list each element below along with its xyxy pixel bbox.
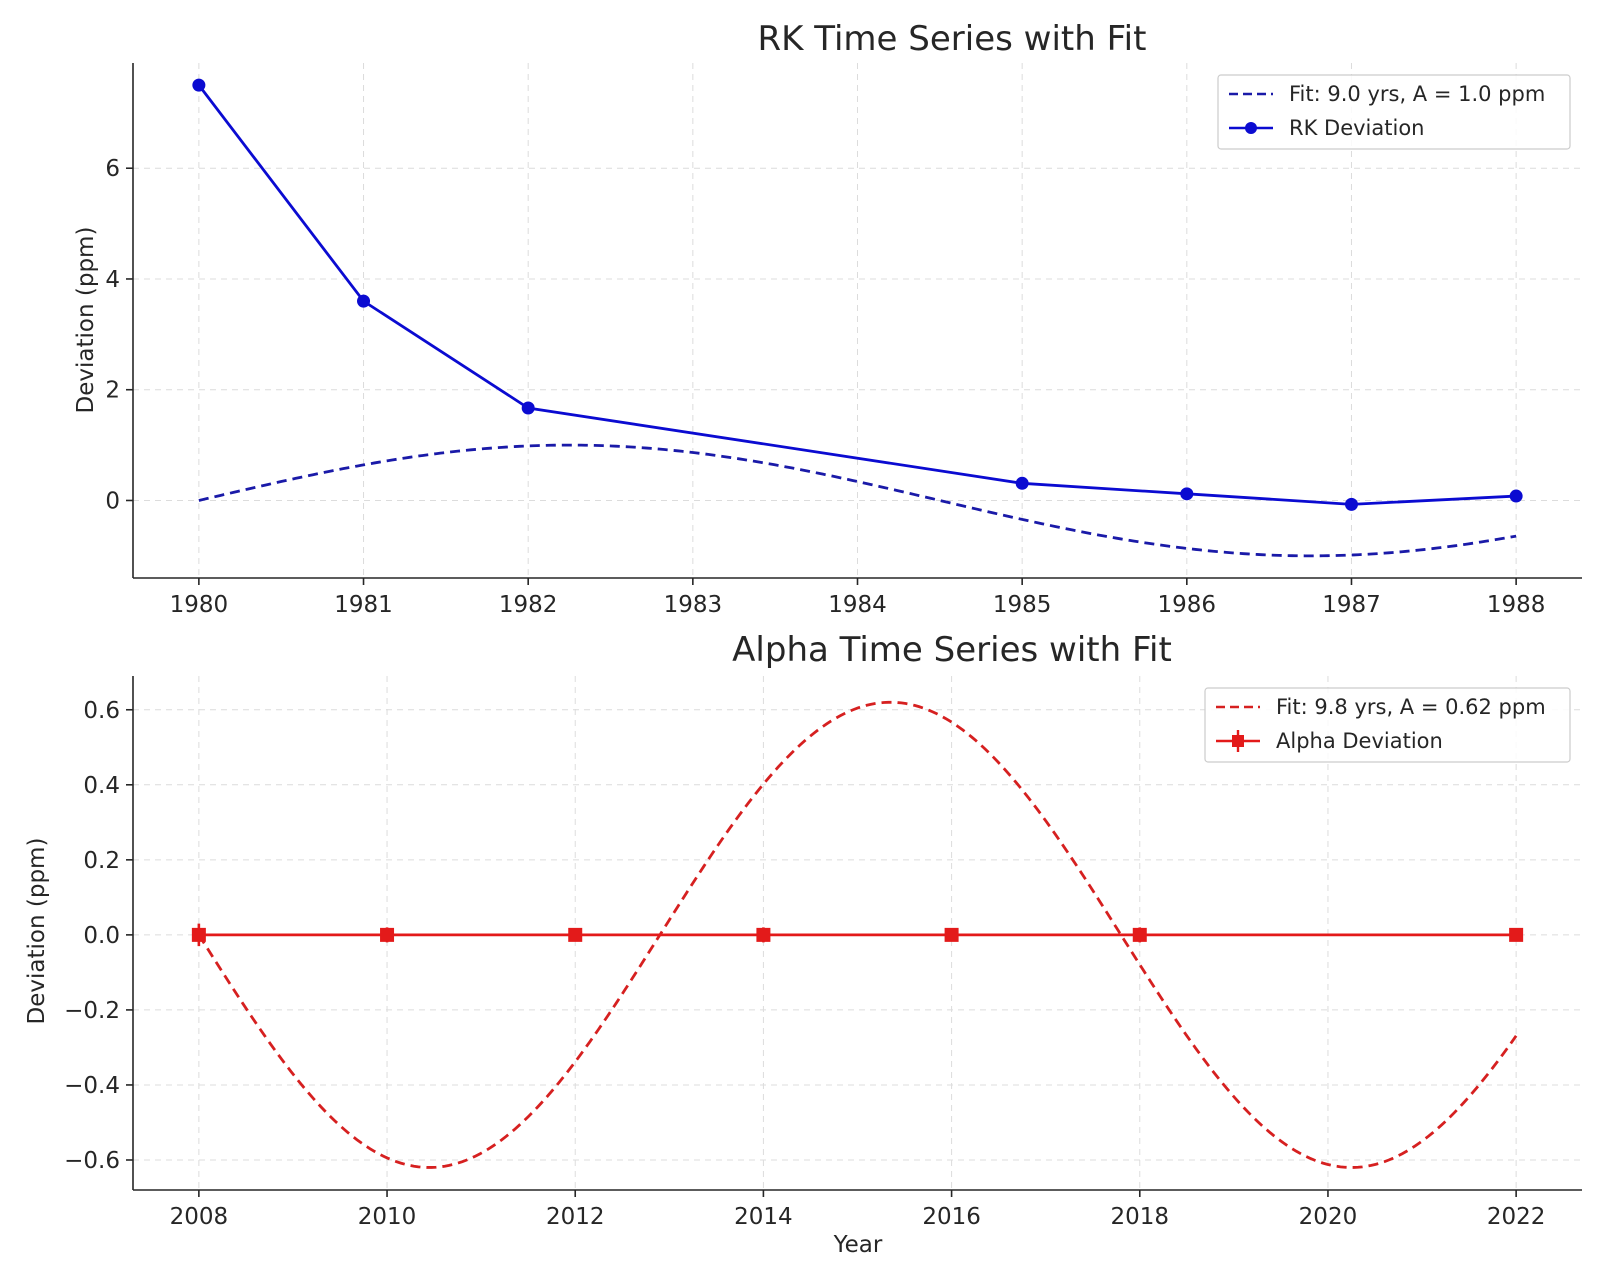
rk-y-tick-label: 6 (105, 156, 120, 182)
alpha-data-point (1509, 927, 1524, 942)
alpha-data-point (756, 927, 771, 942)
rk-x-tick-label: 1982 (499, 592, 558, 618)
alpha-y-tick-label: 0.2 (83, 848, 120, 874)
alpha-legend-fit-label: Fit: 9.8 yrs, A = 0.62 ppm (1276, 695, 1546, 719)
alpha-x-tick-label: 2020 (1299, 1204, 1358, 1230)
rk-data-point (192, 78, 206, 92)
rk-legend-data-marker (1245, 122, 1257, 134)
rk-y-tick-label: 2 (105, 378, 120, 404)
alpha-x-axis-label: Year (833, 1232, 883, 1258)
alpha-legend: Fit: 9.8 yrs, A = 0.62 ppm Alpha Deviati… (1204, 687, 1571, 763)
alpha-data-point (191, 927, 206, 942)
alpha-x-tick-label: 2012 (546, 1204, 605, 1230)
rk-data-point (1180, 487, 1194, 501)
alpha-data-point (568, 927, 583, 942)
rk-data-point (1509, 489, 1523, 503)
rk-axes: 1980 1981 1982 1983 1984 1985 1986 1987 1988 0 2 4 6 (105, 63, 1582, 618)
alpha-x-tick-label: 2018 (1110, 1204, 1169, 1230)
rk-x-tick-label: 1983 (664, 592, 723, 618)
rk-y-axis-label: Deviation (ppm) (73, 227, 99, 414)
rk-legend-data-label: RK Deviation (1289, 116, 1425, 140)
rk-x-tick-label: 1987 (1322, 592, 1381, 618)
rk-series (192, 78, 1523, 558)
rk-fit-curve (198, 443, 1517, 558)
alpha-x-tick-label: 2014 (734, 1204, 793, 1230)
alpha-y-tick-label: −0.4 (64, 1073, 120, 1099)
alpha-chart: 2008 2010 2012 2014 2016 2018 2020 2022 0.6 0.4 0.… (24, 630, 1582, 1258)
rk-x-tick-label: 1981 (334, 592, 393, 618)
rk-legend-fit-label: Fit: 9.0 yrs, A = 1.0 ppm (1289, 82, 1545, 106)
rk-chart-title: RK Time Series with Fit (758, 19, 1147, 59)
rk-chart: 1980 1981 1982 1983 1984 1985 1986 1987 1988 0 2 4 6… (73, 19, 1582, 618)
alpha-y-axis-label: Deviation (ppm) (24, 838, 50, 1025)
rk-data-point (1015, 476, 1029, 490)
alpha-y-tick-label: 0.0 (83, 923, 120, 949)
alpha-series (191, 700, 1524, 1169)
rk-data-point (521, 401, 535, 415)
alpha-legend-data-marker (1232, 735, 1244, 747)
alpha-y-tick-label: 0.6 (83, 698, 120, 724)
rk-x-tick-label: 1985 (993, 592, 1052, 618)
alpha-x-tick-label: 2016 (922, 1204, 981, 1230)
alpha-x-tick-label: 2022 (1487, 1204, 1546, 1230)
alpha-axes: 2008 2010 2012 2014 2016 2018 2020 2022 0.6 0.4 0.… (64, 676, 1582, 1230)
rk-x-tick-label: 1986 (1158, 592, 1217, 618)
rk-legend-box (1217, 74, 1571, 150)
rk-data-point (357, 294, 371, 308)
alpha-fit-curve (197, 700, 1518, 1169)
alpha-x-tick-label: 2010 (358, 1204, 417, 1230)
rk-x-tick-label: 1980 (170, 592, 229, 618)
alpha-data-point (944, 927, 959, 942)
rk-x-tick-label: 1988 (1487, 592, 1546, 618)
alpha-y-tick-label: −0.6 (64, 1148, 120, 1174)
alpha-legend-data-label: Alpha Deviation (1276, 729, 1443, 753)
alpha-chart-title: Alpha Time Series with Fit (732, 630, 1172, 670)
alpha-data-point (1132, 927, 1147, 942)
rk-legend: Fit: 9.0 yrs, A = 1.0 ppm RK Deviation (1217, 74, 1571, 150)
rk-y-tick-label: 4 (105, 267, 120, 293)
alpha-legend-box (1204, 687, 1571, 763)
rk-data-point (1344, 497, 1358, 511)
rk-x-tick-label: 1984 (828, 592, 887, 618)
alpha-data-point (380, 927, 395, 942)
alpha-y-tick-label: 0.4 (83, 773, 120, 799)
rk-y-tick-label: 0 (105, 488, 120, 514)
alpha-y-tick-label: −0.2 (64, 998, 120, 1024)
alpha-x-tick-label: 2008 (170, 1204, 229, 1230)
